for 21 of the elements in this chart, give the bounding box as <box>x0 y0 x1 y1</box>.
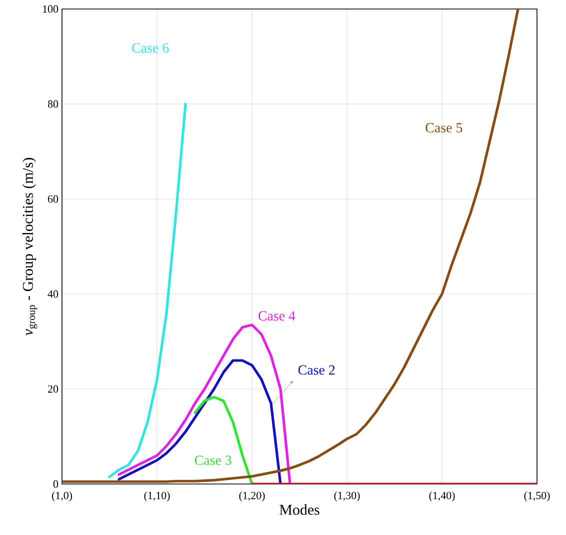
line-series <box>194 396 254 484</box>
y-axis-title: v$_{group}$ - Group velocities (m/s) <box>22 158 38 336</box>
line-series <box>108 102 187 478</box>
text: Case 6 <box>132 43 169 53</box>
x-tick-label: (1,20) <box>239 492 265 502</box>
y-tick-label: 100 <box>43 5 58 13</box>
text: Case 2 <box>298 365 335 375</box>
y-tick-label: 20 <box>48 385 58 393</box>
x-axis-title: Modes <box>280 504 320 515</box>
y-tick-label: 60 <box>48 195 58 203</box>
y-tick-label: 40 <box>48 290 58 298</box>
y-tick-label: 0 <box>53 480 58 488</box>
series-label: Case 3 <box>194 456 232 465</box>
text: Case 5 <box>426 123 462 132</box>
y-tick-label: 80 <box>48 100 58 108</box>
x-tick-label: (1,0) <box>52 492 72 502</box>
x-tick-label: (1,50) <box>524 492 550 502</box>
x-tick-label: (1,40) <box>429 492 455 502</box>
x-tick-label: (1,10) <box>144 492 170 502</box>
x-tick-label: (1,30) <box>334 492 360 502</box>
series-label: Case 4 <box>258 311 296 321</box>
